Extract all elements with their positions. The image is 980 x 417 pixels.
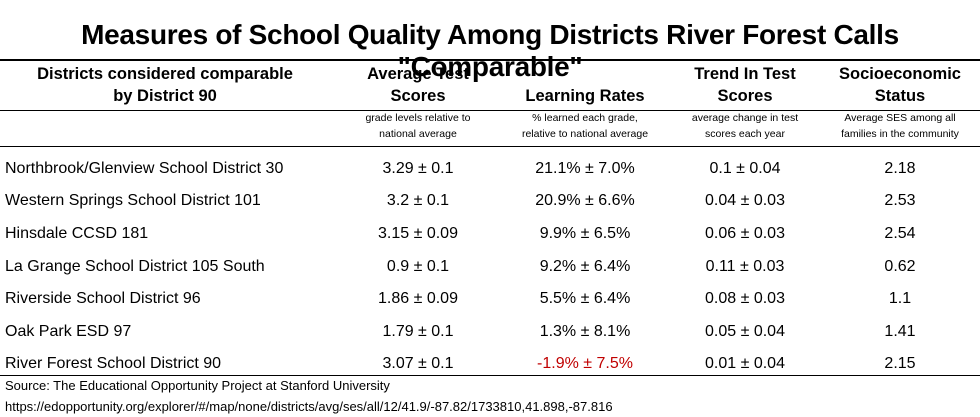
subheader-ses: Average SES among all families in the co… bbox=[820, 110, 980, 142]
trend-value: 0.1 ± 0.04 bbox=[709, 160, 781, 177]
ses-value: 2.54 bbox=[884, 225, 916, 242]
source-url: https://edopportunity.org/explorer/#/map… bbox=[5, 399, 613, 414]
header-trend-line1: Trend In Test bbox=[694, 65, 796, 83]
district-name: Northbrook/Glenview School District 30 bbox=[5, 160, 284, 177]
subheader-learning: % learned each grade, relative to nation… bbox=[490, 110, 680, 142]
subheader-learning-line1: % learned each grade, bbox=[532, 112, 638, 124]
subheader-scores: grade levels relative to national averag… bbox=[333, 110, 503, 142]
subheader-learning-line2: relative to national average bbox=[521, 128, 649, 140]
trend-value: 0.05 ± 0.04 bbox=[705, 323, 785, 340]
score-value: 3.07 ± 0.1 bbox=[382, 355, 454, 372]
trend-value: 0.08 ± 0.03 bbox=[705, 290, 785, 307]
subheader-ses-line2: families in the community bbox=[841, 128, 959, 140]
trend-value: 0.01 ± 0.04 bbox=[705, 355, 785, 372]
header-ses-line2: Status bbox=[874, 87, 926, 105]
ses-value: 1.1 bbox=[888, 290, 912, 307]
header-trend: Trend In Test Scores bbox=[660, 63, 830, 107]
subheader-trend-line1: average change in test bbox=[691, 112, 799, 124]
header-district-line1: Districts considered comparable bbox=[37, 65, 293, 83]
header-ses: Socioeconomic Status bbox=[820, 63, 980, 107]
subheader-trend: average change in test scores each year bbox=[660, 110, 830, 142]
header-district-line2: by District 90 bbox=[113, 87, 217, 105]
district-name: Western Springs School District 101 bbox=[5, 192, 261, 209]
header-rule bbox=[0, 110, 980, 111]
learning-value: 5.5% ± 6.4% bbox=[539, 290, 631, 307]
top-rule bbox=[0, 59, 980, 61]
header-learning: Learning Rates bbox=[490, 85, 680, 107]
header-district: Districts considered comparable by Distr… bbox=[0, 63, 330, 107]
learning-value: 9.9% ± 6.5% bbox=[539, 225, 631, 242]
subheader-scores-line1: grade levels relative to bbox=[365, 112, 471, 124]
source-note: Source: The Educational Opportunity Proj… bbox=[5, 378, 390, 393]
score-value: 3.15 ± 0.09 bbox=[378, 225, 458, 242]
trend-value: 0.11 ± 0.03 bbox=[705, 258, 785, 275]
page-title: Measures of School Quality Among Distric… bbox=[81, 19, 899, 82]
subheader-scores-line2: national average bbox=[379, 128, 457, 140]
header-scores-line2: Scores bbox=[390, 87, 446, 105]
ses-value: 1.41 bbox=[884, 323, 916, 340]
header-learning-line1: Learning Rates bbox=[525, 87, 645, 105]
header-scores-line1: Average Test bbox=[367, 65, 469, 83]
score-value: 3.29 ± 0.1 bbox=[382, 160, 454, 177]
score-value: 1.79 ± 0.1 bbox=[382, 323, 454, 340]
learning-value: 1.3% ± 8.1% bbox=[539, 323, 631, 340]
ses-value: 0.62 bbox=[884, 258, 916, 275]
learning-value: 9.2% ± 6.4% bbox=[539, 258, 631, 275]
bottom-rule bbox=[0, 375, 980, 376]
score-value: 0.9 ± 0.1 bbox=[386, 258, 450, 275]
trend-value: 0.04 ± 0.03 bbox=[705, 192, 785, 209]
learning-value: 21.1% ± 7.0% bbox=[535, 160, 635, 177]
district-name: River Forest School District 90 bbox=[5, 355, 222, 372]
district-name: Oak Park ESD 97 bbox=[5, 323, 132, 340]
ses-value: 2.53 bbox=[884, 192, 916, 209]
ses-value: 2.18 bbox=[884, 160, 916, 177]
district-name: Riverside School District 96 bbox=[5, 290, 201, 307]
district-name: Hinsdale CCSD 181 bbox=[5, 225, 149, 242]
trend-value: 0.06 ± 0.03 bbox=[705, 225, 785, 242]
header-scores: Average Test Scores bbox=[333, 63, 503, 107]
learning-value-negative: -1.9% ± 7.5% bbox=[537, 355, 633, 372]
score-value: 3.2 ± 0.1 bbox=[386, 192, 450, 209]
subheader-rule bbox=[0, 146, 980, 147]
header-ses-line1: Socioeconomic bbox=[839, 65, 961, 83]
learning-value: 20.9% ± 6.6% bbox=[535, 192, 635, 209]
ses-value: 2.15 bbox=[884, 355, 916, 372]
subheader-ses-line1: Average SES among all bbox=[844, 112, 956, 124]
district-name: La Grange School District 105 South bbox=[5, 258, 265, 275]
score-value: 1.86 ± 0.09 bbox=[378, 290, 458, 307]
subheader-trend-line2: scores each year bbox=[705, 128, 785, 140]
header-trend-line2: Scores bbox=[717, 87, 773, 105]
